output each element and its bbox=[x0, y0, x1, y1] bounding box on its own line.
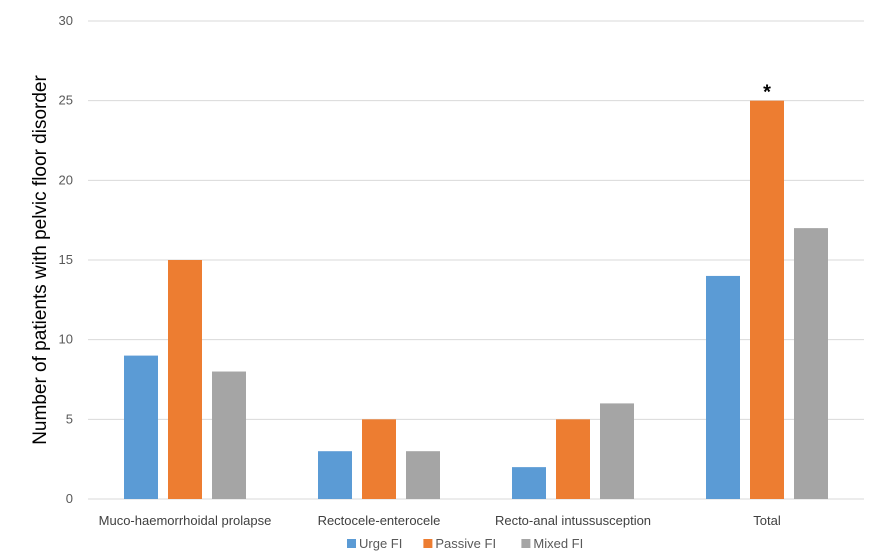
bar-passive-fi bbox=[168, 260, 202, 499]
gridlines bbox=[88, 20, 864, 500]
y-tick-label: 15 bbox=[59, 252, 73, 267]
legend-label: Urge FI bbox=[359, 536, 402, 551]
y-tick-label: 30 bbox=[59, 13, 73, 28]
annotations: * bbox=[763, 82, 771, 104]
bar-passive-fi bbox=[362, 419, 396, 499]
bar-passive-fi bbox=[556, 419, 590, 499]
x-category-label: Muco-haemorrhoidal prolapse bbox=[99, 513, 272, 528]
x-category-label: Rectocele-enterocele bbox=[318, 513, 441, 528]
bar-mixed-fi bbox=[212, 371, 246, 499]
legend: Urge FI Passive FI Mixed FI bbox=[347, 536, 583, 551]
y-tick-label: 0 bbox=[66, 491, 73, 506]
legend-label: Passive FI bbox=[435, 536, 496, 551]
x-category-label: Recto-anal intussusception bbox=[495, 513, 651, 528]
y-tick-label: 10 bbox=[59, 332, 73, 347]
bars bbox=[124, 100, 828, 500]
y-axis-ticks: 0 5 10 15 20 25 30 bbox=[59, 13, 73, 506]
bar-urge-fi bbox=[706, 275, 740, 499]
y-tick-label: 5 bbox=[66, 411, 73, 426]
bar-mixed-fi bbox=[600, 403, 634, 499]
x-axis-labels: Muco-haemorrhoidal prolapse Rectocele-ent… bbox=[99, 513, 781, 528]
bar-urge-fi bbox=[318, 451, 352, 499]
legend-swatch bbox=[347, 539, 356, 548]
y-axis-title: Number of patients with pelvic floor dis… bbox=[30, 75, 51, 445]
bar-urge-fi bbox=[124, 355, 158, 499]
y-tick-label: 25 bbox=[59, 93, 73, 108]
y-tick-label: 20 bbox=[59, 172, 73, 187]
bar-urge-fi bbox=[512, 467, 546, 499]
legend-label: Mixed FI bbox=[533, 536, 583, 551]
bar-mixed-fi bbox=[794, 228, 828, 499]
legend-swatch bbox=[521, 539, 531, 548]
legend-swatch bbox=[423, 539, 433, 548]
bar-passive-fi bbox=[750, 100, 784, 500]
bar-mixed-fi bbox=[406, 451, 440, 499]
significance-marker: * bbox=[763, 82, 771, 104]
x-category-label: Total bbox=[753, 513, 781, 528]
